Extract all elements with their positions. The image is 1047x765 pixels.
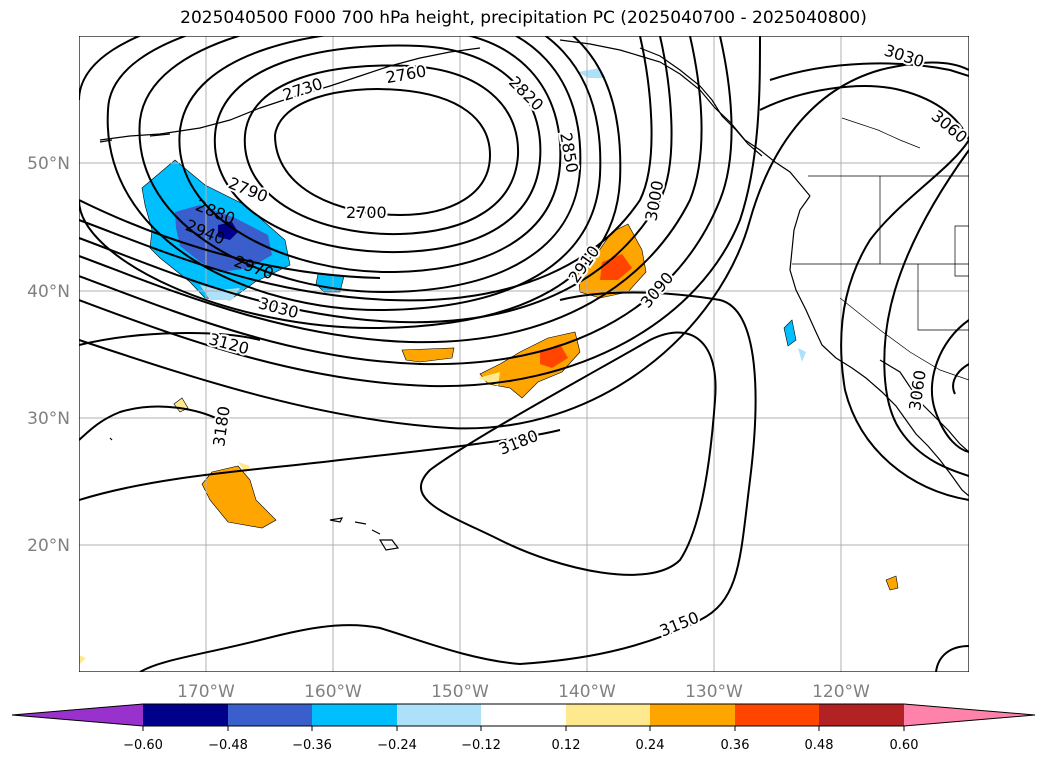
- longitude-label: 160°W: [304, 682, 362, 702]
- negative-precip-edge: [200, 285, 240, 300]
- colorbar-bin: [143, 704, 228, 726]
- colorbar-label: −0.60: [123, 738, 163, 753]
- colorbar: [11, 703, 1036, 727]
- negative-precip-peak: [218, 222, 238, 240]
- positive-precip-dot3: [79, 655, 86, 664]
- colorbar-bin: [819, 704, 904, 726]
- coastlines: [99, 39, 969, 551]
- colorbar-bin: [650, 704, 735, 726]
- positive-precip-dot2: [885, 575, 899, 591]
- longitude-label: 170°W: [177, 682, 235, 702]
- map-plot-area: 2730 2760 2820 2850 3030 3060 2790 2700 …: [79, 36, 969, 672]
- positive-precip-core: [600, 254, 632, 280]
- longitude-label: 140°W: [558, 682, 616, 702]
- political-borders: [792, 117, 969, 381]
- colorbar-bin: [228, 704, 312, 726]
- colorbar-extend-high: [904, 704, 1035, 726]
- longitude-label: 130°W: [685, 682, 743, 702]
- colorbar-bin: [481, 704, 566, 726]
- height-contours: [79, 36, 969, 672]
- longitude-labels: 170°W 160°W 150°W 140°W 130°W 120°W: [177, 682, 870, 702]
- colorbar-label: 0.12: [552, 738, 581, 753]
- negative-precip-coast2: [798, 348, 806, 362]
- colorbar-bin: [312, 704, 397, 726]
- negative-precip-core: [175, 205, 272, 272]
- map-title: 2025040500 F000 700 hPa height, precipit…: [180, 8, 867, 28]
- negative-precip-coast: [783, 319, 797, 347]
- latitude-label: 50°N: [27, 154, 70, 174]
- colorbar-labels: −0.60 −0.48 −0.36 −0.24 −0.12 0.12 0.24 …: [123, 738, 918, 753]
- contour-label: 2700: [346, 203, 387, 222]
- latitude-label: 30°N: [27, 409, 70, 429]
- colorbar-label: 0.36: [721, 738, 750, 753]
- colorbar-label: −0.24: [377, 738, 417, 753]
- positive-precip-small: [401, 347, 455, 363]
- colorbar-label: −0.48: [208, 738, 248, 753]
- latitude-label: 40°N: [27, 282, 70, 302]
- colorbar-extend-low: [12, 704, 143, 726]
- colorbar-label: 0.48: [805, 738, 834, 753]
- colorbar-bin: [735, 704, 819, 726]
- latitude-labels: 50°N 40°N 30°N 20°N: [27, 154, 70, 556]
- longitude-label: 150°W: [431, 682, 489, 702]
- colorbar-bin: [566, 704, 650, 726]
- negative-precip-north: [578, 68, 606, 78]
- colorbar-ticks: [142, 726, 905, 731]
- longitude-label: 120°W: [812, 682, 870, 702]
- latitude-label: 20°N: [27, 536, 70, 556]
- colorbar-bin: [397, 704, 481, 726]
- colorbar-label: 0.60: [890, 738, 919, 753]
- colorbar-label: 0.24: [636, 738, 665, 753]
- colorbar-label: −0.12: [461, 738, 501, 753]
- colorbar-label: −0.36: [292, 738, 332, 753]
